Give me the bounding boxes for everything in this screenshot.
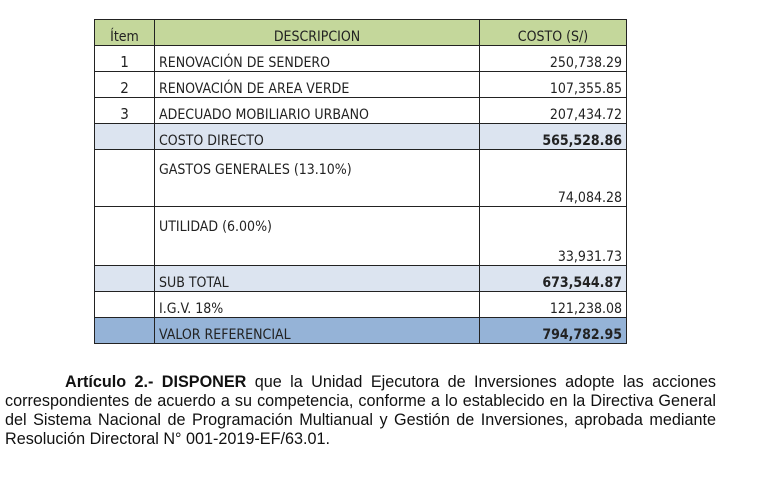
cell-description: RENOVACIÓN DE AREA VERDE: [154, 71, 480, 98]
article-label: Artículo 2.- DISPONER: [65, 373, 247, 392]
cell-cost: 121,238.08: [479, 291, 627, 318]
cell-cost: 74,084.28: [479, 149, 627, 207]
cell-cost: 794,782.95: [479, 317, 627, 344]
cell-description: GASTOS GENERALES (13.10%): [154, 149, 480, 207]
cell-item: [94, 265, 155, 292]
cell-item: 3: [94, 97, 155, 124]
cell-description: COSTO DIRECTO: [154, 123, 480, 150]
budget-table: Ítem DESCRIPCION COSTO (S/) 1 RENOVACIÓN…: [94, 19, 627, 344]
cell-description: VALOR REFERENCIAL: [154, 317, 480, 344]
article-text: que la Unidad Ejecutora de Inversiones a…: [5, 373, 716, 449]
cell-cost: 107,355.85: [479, 71, 627, 98]
cell-description: RENOVACIÓN DE SENDERO: [154, 45, 480, 72]
table-row: 1 RENOVACIÓN DE SENDERO 250,738.29: [94, 45, 627, 72]
cell-item: [94, 149, 155, 207]
cell-item: [94, 123, 155, 150]
header-cost: COSTO (S/): [479, 19, 627, 46]
table-row: 3 ADECUADO MOBILIARIO URBANO 207,434.72: [94, 97, 627, 124]
cell-description: UTILIDAD (6.00%): [154, 206, 480, 266]
cell-cost: 207,434.72: [479, 97, 627, 124]
cell-description: ADECUADO MOBILIARIO URBANO: [154, 97, 480, 124]
cell-description: I.G.V. 18%: [154, 291, 480, 318]
table-row: I.G.V. 18% 121,238.08: [94, 291, 627, 318]
article-paragraph: Artículo 2.- DISPONER que la Unidad Ejec…: [5, 373, 716, 449]
table-row: 2 RENOVACIÓN DE AREA VERDE 107,355.85: [94, 71, 627, 98]
cell-item: [94, 206, 155, 266]
cell-item: [94, 317, 155, 344]
cell-item: 1: [94, 45, 155, 72]
cell-item: [94, 291, 155, 318]
cell-cost: 250,738.29: [479, 45, 627, 72]
cell-description: SUB TOTAL: [154, 265, 480, 292]
table-row: UTILIDAD (6.00%) 33,931.73: [94, 206, 627, 266]
cell-item: 2: [94, 71, 155, 98]
header-item: Ítem: [94, 19, 155, 46]
subtotal-row: SUB TOTAL 673,544.87: [94, 265, 627, 292]
table-row: GASTOS GENERALES (13.10%) 74,084.28: [94, 149, 627, 207]
table-header: Ítem DESCRIPCION COSTO (S/): [94, 19, 627, 46]
total-row: VALOR REFERENCIAL 794,782.95: [94, 317, 627, 344]
direct-cost-row: COSTO DIRECTO 565,528.86: [94, 123, 627, 150]
header-description: DESCRIPCION: [154, 19, 480, 46]
cell-cost: 33,931.73: [479, 206, 627, 266]
cell-cost: 673,544.87: [479, 265, 627, 292]
cell-cost: 565,528.86: [479, 123, 627, 150]
